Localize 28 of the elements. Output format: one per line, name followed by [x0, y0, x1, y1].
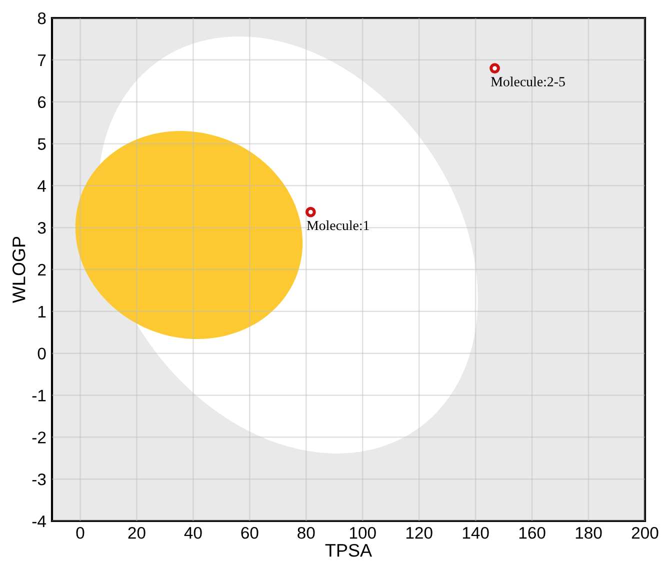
y-tick-label: 7	[38, 54, 46, 66]
x-tick-label: 100	[350, 526, 376, 539]
y-tick-label: 0	[38, 348, 46, 360]
x-tick-label: 200	[632, 526, 658, 539]
x-tick-label: 60	[241, 526, 258, 539]
y-tick-label: 6	[38, 96, 46, 108]
x-tick-label: 20	[128, 526, 146, 539]
x-axis-title: TPSA	[325, 544, 372, 557]
x-tick-label: 160	[519, 526, 546, 539]
x-tick-label: 120	[406, 526, 432, 539]
y-tick-label: -4	[32, 516, 46, 528]
x-tick-label: 40	[184, 526, 202, 539]
y-tick-label: 1	[38, 306, 46, 318]
y-axis-title: WLOGP	[12, 236, 26, 304]
y-tick-label: 8	[38, 12, 46, 24]
annotation: Molecule:1	[306, 220, 369, 230]
x-tick-label: 80	[298, 526, 315, 539]
y-tick-label: 4	[38, 180, 46, 192]
x-tick-label: 180	[576, 526, 602, 539]
y-tick-label: -2	[32, 432, 46, 444]
y-tick-label: 2	[38, 264, 46, 276]
y-tick-label: -1	[32, 390, 46, 402]
y-tick-label: -3	[32, 473, 46, 486]
annotation: Molecule:2-5	[491, 76, 565, 86]
y-tick-label: 3	[38, 222, 46, 234]
y-tick-label: 5	[38, 138, 46, 150]
x-tick-label: 0	[76, 526, 84, 539]
x-tick-label: 140	[462, 526, 489, 539]
